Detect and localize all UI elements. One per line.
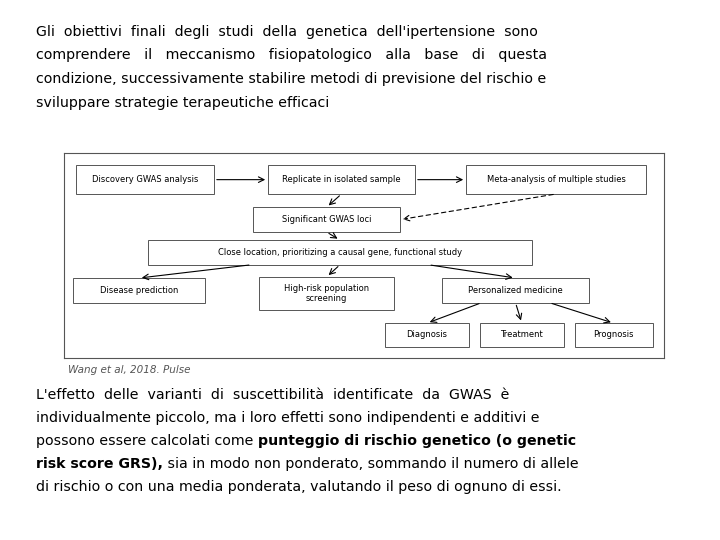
Text: L'effetto  delle  varianti  di  suscettibilità  identificate  da  GWAS  è: L'effetto delle varianti di suscettibili… <box>36 388 509 402</box>
Bar <box>575 323 652 347</box>
Text: Wang et al, 2018. Pulse: Wang et al, 2018. Pulse <box>68 365 191 375</box>
Text: Treatment: Treatment <box>500 330 543 340</box>
Text: individualmente piccolo, ma i loro effetti sono indipendenti e additivi e: individualmente piccolo, ma i loro effet… <box>36 411 539 425</box>
Text: Replicate in isolated sample: Replicate in isolated sample <box>282 175 401 184</box>
Text: Gli  obiettivi  finali  degli  studi  della  genetica  dell'ipertensione  sono: Gli obiettivi finali degli studi della g… <box>36 25 538 39</box>
Bar <box>480 323 564 347</box>
Text: comprendere   il   meccanismo   fisiopatologico   alla   base   di   questa: comprendere il meccanismo fisiopatologic… <box>36 49 547 63</box>
Text: sia in modo non ponderato, sommando il numero di allele: sia in modo non ponderato, sommando il n… <box>163 457 579 471</box>
Text: sviluppare strategie terapeutiche efficaci: sviluppare strategie terapeutiche effica… <box>36 96 329 110</box>
Text: Close location, prioritizing a causal gene, functional study: Close location, prioritizing a causal ge… <box>218 248 462 257</box>
Text: Prognosis: Prognosis <box>593 330 634 340</box>
Text: Discovery GWAS analysis: Discovery GWAS analysis <box>92 175 198 184</box>
Bar <box>253 207 400 232</box>
Text: Significant GWAS loci: Significant GWAS loci <box>282 215 372 224</box>
Text: Meta-analysis of multiple studies: Meta-analysis of multiple studies <box>487 175 626 184</box>
Text: Diagnosis: Diagnosis <box>407 330 448 340</box>
Text: punteggio di rischio genetico (o genetic: punteggio di rischio genetico (o genetic <box>258 434 576 448</box>
Text: Disease prediction: Disease prediction <box>100 286 178 295</box>
Text: di rischio o con una media ponderata, valutando il peso di ognuno di essi.: di rischio o con una media ponderata, va… <box>36 480 562 494</box>
Bar <box>268 165 415 194</box>
Bar <box>442 278 589 302</box>
Text: condizione, successivamente stabilire metodi di previsione del rischio e: condizione, successivamente stabilire me… <box>36 72 546 86</box>
Text: Personalized medicine: Personalized medicine <box>468 286 563 295</box>
Bar <box>466 165 646 194</box>
Text: High-risk population
screening: High-risk population screening <box>284 284 369 303</box>
Bar <box>73 278 205 302</box>
Text: risk score GRS),: risk score GRS), <box>36 457 163 471</box>
Text: possono essere calcolati come: possono essere calcolati come <box>36 434 258 448</box>
Bar <box>76 165 214 194</box>
Bar <box>385 323 469 347</box>
Bar <box>148 240 532 265</box>
Bar <box>259 277 394 310</box>
